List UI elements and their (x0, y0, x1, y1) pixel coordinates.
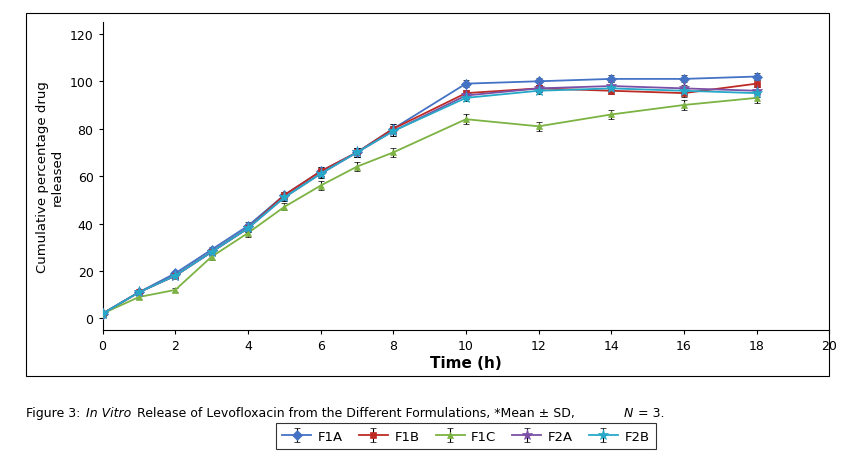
X-axis label: Time (h): Time (h) (430, 355, 502, 370)
Text: In Vitro: In Vitro (86, 407, 131, 420)
Text: Release of Levofloxacin from the Different Formulations, *Mean ± SD,: Release of Levofloxacin from the Differe… (133, 407, 578, 420)
Y-axis label: Cumulative percentage drug
released: Cumulative percentage drug released (36, 81, 64, 273)
Legend: F1A, F1B, F1C, F2A, F2B: F1A, F1B, F1C, F2A, F2B (276, 423, 656, 449)
Text: = 3.: = 3. (634, 407, 665, 420)
Text: Figure 3:: Figure 3: (26, 407, 84, 420)
Text: N: N (624, 407, 634, 420)
